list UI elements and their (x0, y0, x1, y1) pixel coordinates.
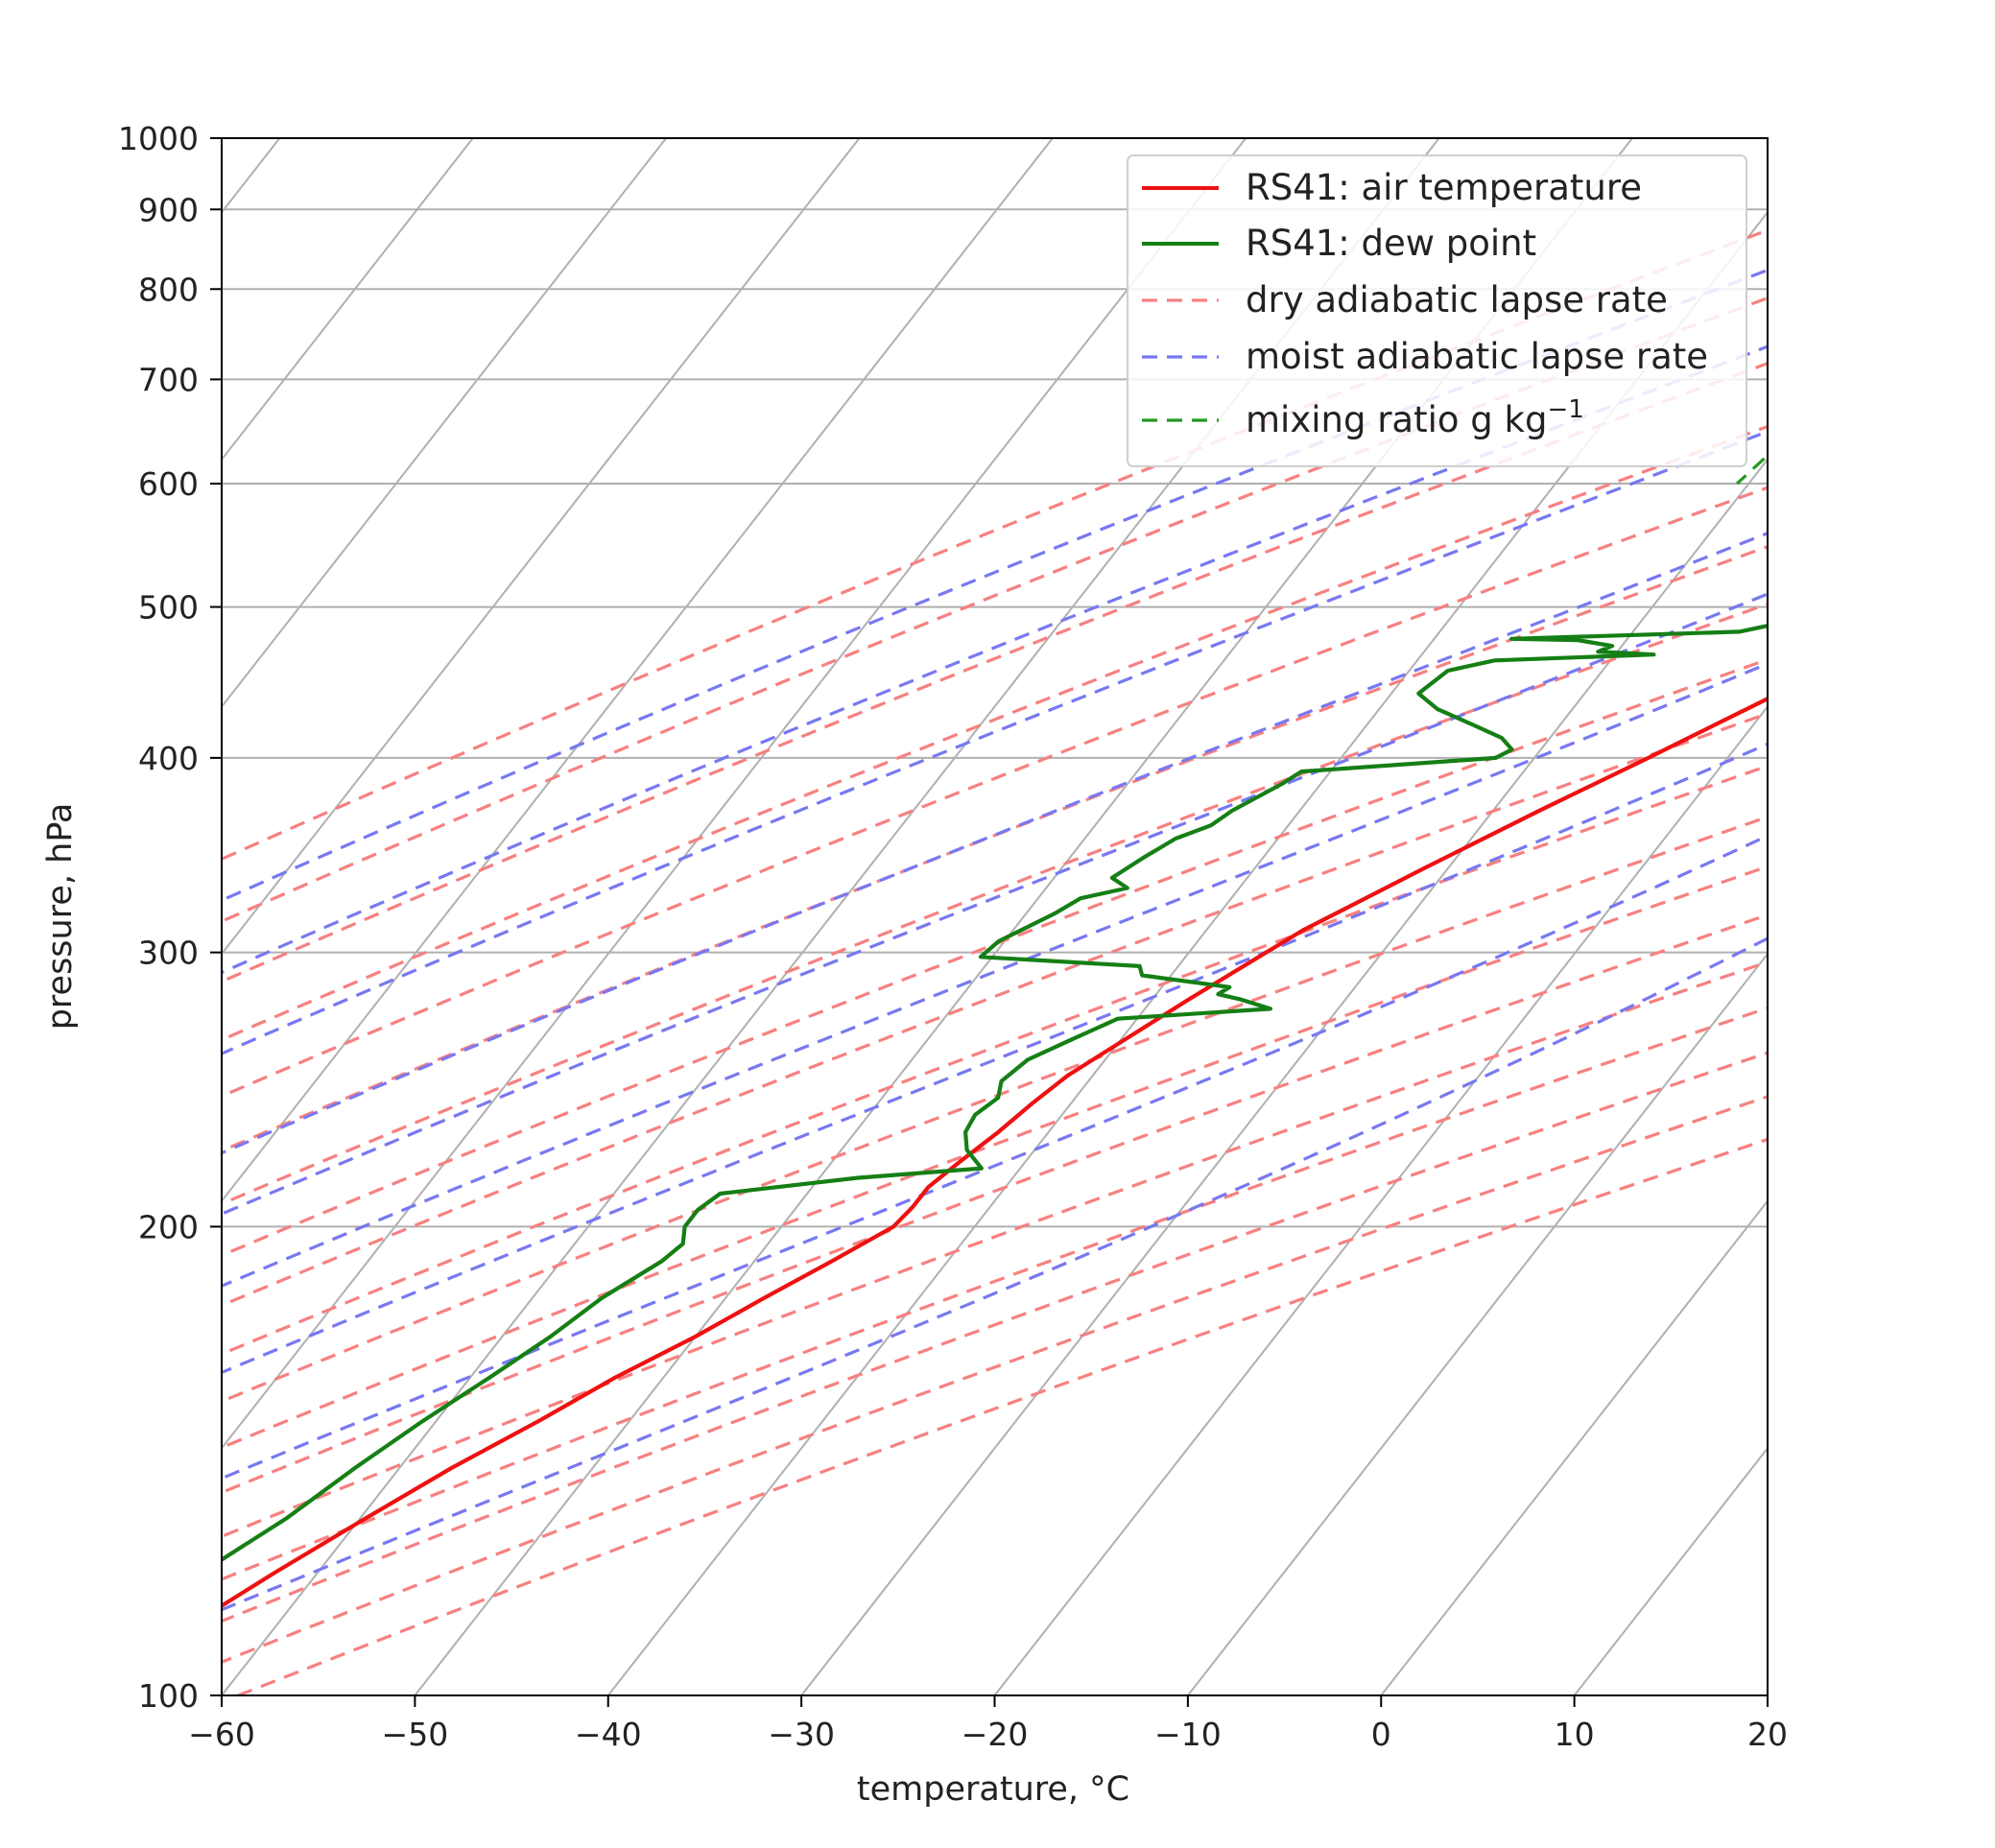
y-tick-label: 1000 (118, 120, 199, 157)
dew-point-line (222, 624, 1768, 1562)
mixing-ratio-line (1883, 138, 1995, 484)
x-tick-label: −30 (768, 1716, 835, 1753)
y-tick-label: 700 (138, 361, 199, 398)
isotherm-gridline (1380, 1199, 1768, 1695)
moist-adiabat-line (222, 592, 1768, 1216)
legend-label-dew-point: RS41: dew point (1246, 223, 1536, 264)
isotherm-gridline (222, 138, 861, 956)
legend: RS41: air temperature RS41: dew point dr… (1127, 154, 1747, 467)
legend-label-moist-adiabat: moist adiabatic lapse rate (1246, 336, 1708, 377)
x-tick-label: −50 (382, 1716, 449, 1753)
x-axis-label: temperature, °C (857, 1770, 1129, 1809)
x-tick-label: 20 (1747, 1716, 1788, 1753)
legend-label-mixing-ratio: mixing ratio g kg−1 (1246, 395, 1584, 440)
legend-label-air-temperature: RS41: air temperature (1246, 167, 1642, 208)
y-axis-ticks: 100 200 300 400 500 600 700 800 900 1000 (118, 120, 222, 1715)
isotherm-gridline (222, 138, 667, 709)
dry-adiabat-line (222, 1051, 1768, 1623)
moist-adiabat-line (222, 531, 1768, 1155)
isotherm-gridline (222, 138, 1054, 1203)
x-axis-ticks: −60 −50 −40 −30 −20 −10 0 10 20 (188, 1695, 1788, 1753)
x-tick-label: −40 (575, 1716, 642, 1753)
y-tick-label: 600 (138, 465, 199, 503)
dry-adiabats (222, 228, 1768, 1695)
y-tick-label: 100 (138, 1677, 199, 1715)
y-axis-label: pressure, hPa (41, 803, 80, 1031)
moist-adiabat-line (222, 344, 1768, 975)
isotherm-gridline (1187, 952, 1768, 1695)
y-tick-label: 900 (138, 191, 199, 228)
dry-adiabat-line (222, 296, 1768, 924)
legend-label-dry-adiabat: dry adiabatic lapse rate (1246, 279, 1668, 320)
isotherm-gridline (993, 704, 1768, 1695)
dry-adiabat-line (222, 815, 1768, 1404)
moist-adiabat-line (222, 936, 1768, 1612)
y-tick-label: 800 (138, 271, 199, 308)
isotherm-gridline (1767, 1694, 1768, 1695)
y-tick-label: 200 (138, 1208, 199, 1245)
y-tick-label: 400 (138, 740, 199, 777)
isotherm-gridline (222, 138, 474, 462)
x-tick-label: −60 (188, 1716, 255, 1753)
legend-box (1127, 154, 1747, 467)
y-tick-label: 500 (138, 589, 199, 627)
dry-adiabat-line (222, 711, 1768, 1308)
dry-adiabat-line (222, 912, 1768, 1495)
moist-adiabat-line (222, 429, 1768, 1055)
moist-adiabats (222, 268, 1768, 1612)
dry-adiabat-line (222, 657, 1768, 1258)
x-tick-label: −10 (1154, 1716, 1222, 1753)
dry-adiabat-line (222, 228, 1768, 862)
x-tick-label: −20 (962, 1716, 1029, 1753)
x-tick-label: 0 (1371, 1716, 1391, 1753)
dry-adiabat-line (222, 960, 1768, 1539)
air-temperature-line (222, 696, 1768, 1609)
mixing-ratio-lines (1736, 138, 1995, 486)
sounding-series (222, 624, 1768, 1609)
dry-adiabat-line (222, 362, 1768, 983)
legend-label-mixing-ratio-exponent: −1 (1547, 395, 1583, 424)
moist-adiabat-line (222, 661, 1768, 1288)
y-tick-label: 300 (138, 935, 199, 972)
isotherm-gridline (222, 138, 1247, 1451)
isotherm-gridline (800, 458, 1768, 1695)
mixing-ratio-line (1736, 453, 1768, 486)
x-tick-label: 10 (1555, 1716, 1595, 1753)
